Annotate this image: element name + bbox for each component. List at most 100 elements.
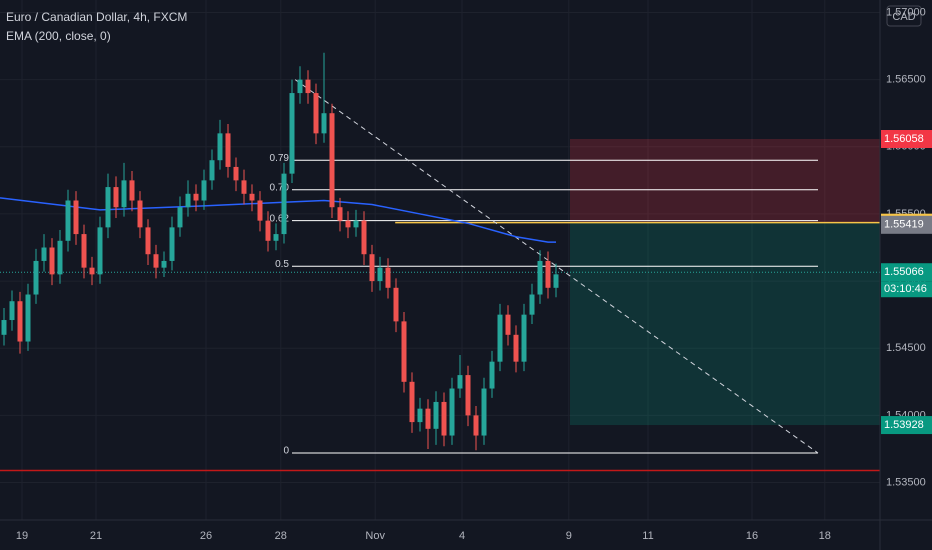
- candle-body: [65, 200, 71, 241]
- indicator-label: EMA (200, close, 0): [6, 29, 111, 43]
- x-tick-label: 28: [275, 530, 287, 542]
- fib-label: 0.62: [270, 213, 290, 224]
- price-tag: [881, 129, 932, 148]
- candle-body: [417, 408, 423, 423]
- fib-label: 0.5: [275, 259, 289, 270]
- candle-body: [97, 227, 103, 275]
- candle-body: [313, 93, 319, 134]
- candle-body: [161, 260, 167, 268]
- candle-body: [1, 320, 7, 335]
- candle-body: [49, 247, 55, 275]
- candle-body: [401, 321, 407, 382]
- candle-body: [9, 301, 15, 321]
- candle-body: [481, 388, 487, 436]
- fib-label: 0.70: [270, 182, 290, 193]
- x-tick-label: Nov: [365, 530, 385, 542]
- candle-body: [537, 260, 543, 295]
- candle-body: [393, 287, 399, 322]
- candle-body: [465, 375, 471, 416]
- candle-body: [129, 180, 135, 201]
- countdown-label: 03:10:46: [884, 283, 927, 295]
- price-tag: [881, 263, 932, 282]
- candle-body: [217, 133, 223, 161]
- candle-body: [185, 193, 191, 208]
- candle-body: [321, 113, 327, 134]
- candle-body: [449, 388, 455, 436]
- candle-body: [57, 240, 63, 275]
- candle-body: [361, 220, 367, 255]
- candle-body: [457, 375, 463, 389]
- x-tick-label: 26: [200, 530, 212, 542]
- price-tag-label: 1.56058: [884, 133, 924, 145]
- candle-body: [241, 180, 247, 194]
- candle-body: [145, 227, 151, 255]
- candle-body: [369, 254, 375, 282]
- candle-body: [41, 247, 47, 261]
- grid: [0, 0, 880, 520]
- x-tick-label: 11: [642, 530, 653, 542]
- candle-body: [545, 260, 551, 288]
- price-tag-label: 1.55419: [884, 219, 924, 231]
- candle-body: [17, 301, 23, 342]
- candle-body: [193, 193, 199, 201]
- price-tag-label: 1.55066: [884, 266, 924, 278]
- candle-body: [377, 267, 383, 282]
- candle-body: [273, 234, 279, 241]
- candle-body: [257, 200, 263, 221]
- plot: 0.79 0.70 0.62 0.5 0: [0, 52, 880, 472]
- candle-body: [297, 79, 303, 94]
- target-zone: [570, 222, 880, 426]
- candle-body: [169, 227, 175, 261]
- chart-title: Euro / Canadian Dollar, 4h, FXCM: [6, 10, 187, 24]
- candle-body: [473, 415, 479, 436]
- countdown-tag: [881, 281, 932, 298]
- fib-label: 0: [283, 446, 289, 457]
- currency-box[interactable]: [886, 5, 922, 27]
- y-tick-label: 1.53500: [886, 476, 926, 488]
- price-tag: [881, 215, 932, 234]
- stop-zone: [570, 138, 880, 223]
- candle-body: [25, 294, 31, 342]
- candle-body: [33, 260, 39, 295]
- candle-body: [553, 274, 559, 288]
- candle-body: [385, 267, 391, 288]
- candle-body: [505, 314, 511, 335]
- candle-body: [201, 180, 207, 201]
- candle-body: [209, 160, 215, 181]
- candle-body: [89, 267, 95, 275]
- x-tick-label: 9: [566, 530, 572, 542]
- ema-line: [0, 197, 556, 243]
- candle-body: [73, 200, 79, 235]
- candle-body: [345, 220, 351, 228]
- trend-line: [294, 79, 819, 454]
- x-tick-label: 4: [459, 530, 465, 542]
- candle-body: [225, 133, 231, 167]
- price-tag-label: 1.53928: [884, 419, 924, 431]
- candle-body: [121, 180, 127, 208]
- x-tick-label: 18: [819, 530, 831, 542]
- candle-body: [153, 254, 159, 268]
- candle-body: [489, 361, 495, 389]
- candle-body: [337, 207, 343, 221]
- x-tick-label: 21: [90, 530, 102, 542]
- y-tick-label: 1.54500: [886, 342, 926, 354]
- candle-body: [441, 401, 447, 436]
- candle-body: [289, 93, 295, 174]
- x-tick-label: 16: [746, 530, 758, 542]
- price-tag: [881, 416, 932, 435]
- candle-body: [329, 113, 335, 208]
- candle-body: [177, 207, 183, 228]
- candle-body: [81, 234, 87, 268]
- candle-body: [409, 381, 415, 423]
- candle-body: [425, 408, 431, 429]
- fib-label: 0.79: [270, 153, 290, 164]
- candle-body: [305, 79, 311, 94]
- candle-body: [521, 314, 527, 362]
- currency[interactable]: CAD: [892, 11, 915, 23]
- candle-body: [113, 187, 119, 208]
- candle-body: [513, 334, 519, 362]
- x-tick-label: 19: [16, 530, 28, 542]
